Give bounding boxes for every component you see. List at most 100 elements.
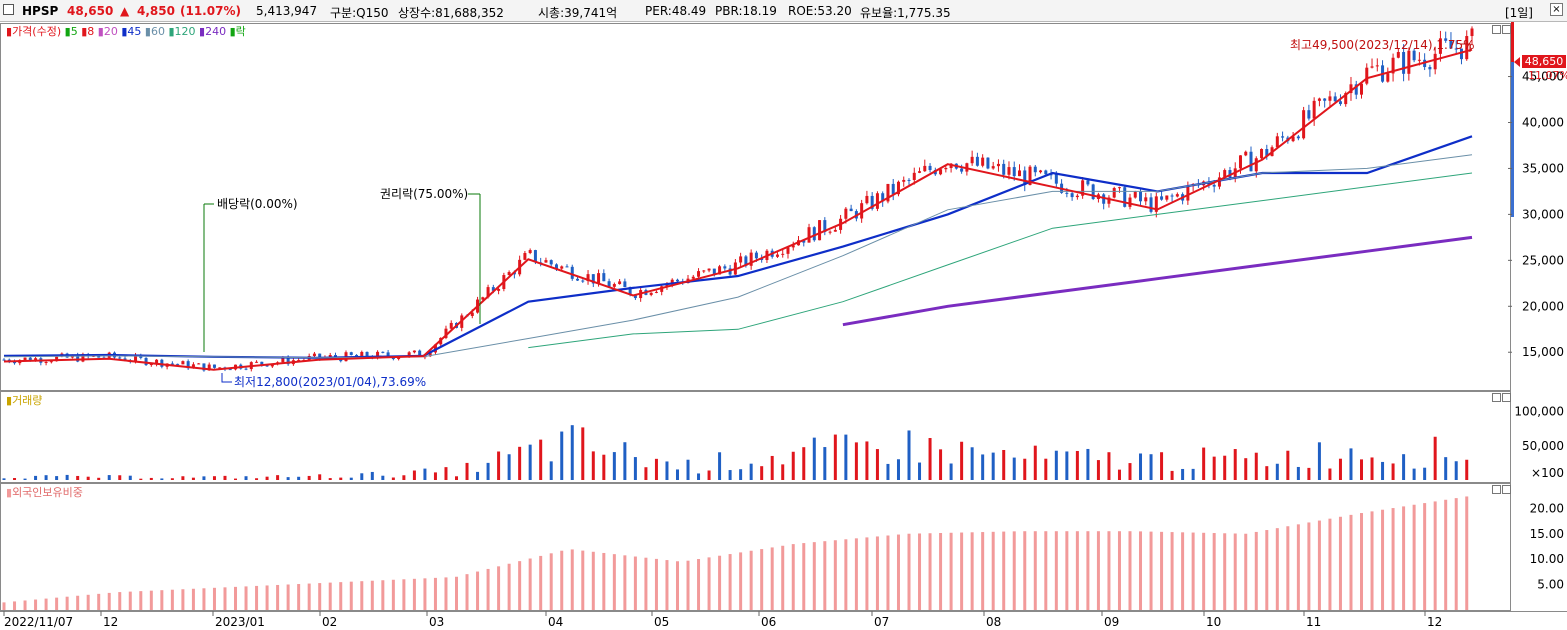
candle-body — [823, 220, 827, 232]
volume-bar — [1012, 457, 1016, 480]
candle-body — [355, 354, 359, 357]
candle-body — [1117, 187, 1121, 189]
candle-body — [728, 268, 732, 275]
volume-panel-controls[interactable] — [1492, 393, 1511, 402]
foreign-bar — [802, 543, 806, 610]
moving-average-lines — [3, 48, 1473, 371]
pbr-value: PBR:18.19 — [715, 4, 777, 18]
foreign-panel-controls[interactable] — [1492, 485, 1511, 494]
volume-bar — [265, 476, 269, 480]
candle-body — [255, 361, 259, 363]
volume-bar — [202, 476, 206, 480]
date-tick-label: 2022/11/07 — [4, 615, 73, 629]
foreign-bar — [528, 558, 532, 610]
foreign-bar — [97, 593, 101, 610]
foreign-bar — [791, 544, 795, 610]
candle-body — [865, 195, 869, 204]
volume-bar — [1296, 466, 1300, 480]
foreign-panel — [0, 483, 1511, 611]
foreign-bar — [1212, 533, 1216, 610]
volume-bar — [718, 452, 722, 480]
volume-bar — [697, 473, 701, 480]
foreign-bar — [507, 563, 511, 610]
candle-body — [49, 361, 53, 363]
foreign-bar — [1433, 501, 1437, 610]
candle-body — [697, 271, 701, 277]
volume-tick-label: ×100 — [1531, 466, 1564, 480]
candle-body — [1317, 98, 1321, 101]
candle-body — [170, 363, 174, 365]
volume-bar — [970, 447, 974, 480]
candle-body — [739, 256, 743, 263]
volume-bar — [1107, 452, 1111, 480]
close-panel-icon[interactable] — [1502, 485, 1511, 494]
foreign-bar — [44, 598, 48, 610]
minimize-icon[interactable] — [1492, 393, 1501, 402]
minimize-icon[interactable] — [1492, 25, 1501, 34]
candle-body — [812, 227, 816, 241]
price-tick-label: 45,000 — [1522, 70, 1564, 84]
up-arrow-icon: ▲ — [120, 4, 130, 18]
candle-body — [875, 193, 879, 209]
close-panel-icon[interactable] — [1502, 25, 1511, 34]
candle-body — [365, 351, 369, 358]
stock-header: HPSP 48,650 ▲ 4,850 (11.07%) 5,413,947 구… — [0, 0, 1567, 22]
volume-bar — [339, 477, 343, 480]
price-y-axis: 15,000 20,000 25,000 30,000 35,000 40,000 45,0… — [1508, 70, 1564, 359]
candle-body — [155, 359, 159, 364]
candle-body — [602, 273, 606, 282]
foreign-bar — [1349, 514, 1353, 610]
foreign-bar — [1107, 531, 1111, 610]
volume-bar — [581, 427, 585, 480]
volume-bar — [412, 470, 416, 480]
candle-body — [1102, 194, 1106, 204]
foreign-bar — [1265, 530, 1269, 610]
candle-body — [802, 240, 806, 243]
candle-body — [1391, 57, 1395, 74]
candle-body — [197, 363, 201, 365]
volume-bar — [455, 476, 459, 480]
date-tick-label: 06 — [761, 615, 776, 629]
volume-bar — [1444, 457, 1448, 480]
close-icon[interactable]: × — [1550, 3, 1563, 16]
candle-body — [1275, 136, 1279, 148]
volume-bar — [476, 471, 480, 480]
listed-shares: 상장수:81,688,352 — [398, 6, 504, 20]
volume-bar — [244, 476, 248, 480]
foreign-bar — [1170, 532, 1174, 610]
candle-body — [618, 281, 622, 285]
foreign-bar — [118, 592, 122, 610]
foreign-bar — [907, 533, 911, 610]
select-checkbox[interactable] — [3, 4, 14, 15]
foreign-bar — [444, 577, 448, 610]
close-panel-icon[interactable] — [1502, 393, 1511, 402]
price-panel — [0, 23, 1511, 391]
stock-chart: ▮가격(수정) ▮5 ▮8 ▮20 ▮45 ▮60 ▮120 ▮240 ▮락 ▮… — [0, 22, 1567, 629]
period-selector[interactable]: [1일] — [1504, 6, 1533, 20]
candle-body — [44, 361, 48, 363]
candle-body — [212, 364, 216, 368]
minimize-icon[interactable] — [1492, 485, 1501, 494]
volume-bar — [707, 470, 711, 480]
candle-body — [570, 266, 574, 279]
volume-bar — [1360, 459, 1364, 480]
candle-body — [270, 363, 274, 367]
candle-body — [918, 171, 922, 173]
candle-body — [1075, 195, 1079, 198]
high-marker-arrow — [1460, 43, 1471, 52]
volume-bar — [686, 459, 690, 480]
candle-body — [1217, 177, 1221, 187]
candle-body — [833, 229, 837, 232]
foreign-bar — [1075, 531, 1079, 610]
foreign-bar — [1223, 533, 1227, 610]
volume-bar — [191, 477, 195, 480]
low-marker-arrow — [221, 373, 232, 383]
candle-body — [1128, 197, 1132, 207]
candle-body — [1360, 83, 1364, 95]
scale-bar-up — [1511, 22, 1514, 62]
candle-body — [1133, 191, 1137, 198]
candle-body — [360, 351, 364, 357]
foreign-bar — [865, 537, 869, 610]
price-panel-controls[interactable] — [1492, 25, 1511, 34]
foreign-bar — [181, 589, 185, 610]
